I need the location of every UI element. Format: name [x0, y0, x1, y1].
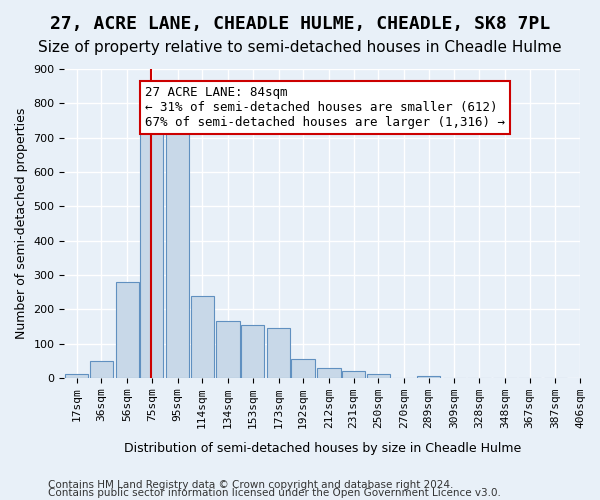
Bar	[267, 328, 290, 378]
Text: Size of property relative to semi-detached houses in Cheadle Hulme: Size of property relative to semi-detach…	[38, 40, 562, 55]
Bar	[317, 368, 341, 378]
Text: 27, ACRE LANE, CHEADLE HULME, CHEADLE, SK8 7PL: 27, ACRE LANE, CHEADLE HULME, CHEADLE, S…	[50, 15, 550, 33]
Bar	[65, 374, 88, 378]
Bar	[89, 360, 113, 378]
Bar	[140, 131, 163, 378]
Bar	[292, 359, 315, 378]
Bar	[367, 374, 390, 378]
Bar	[166, 131, 189, 378]
Bar	[241, 324, 265, 378]
Bar	[217, 322, 240, 378]
Text: Contains public sector information licensed under the Open Government Licence v3: Contains public sector information licen…	[48, 488, 501, 498]
X-axis label: Distribution of semi-detached houses by size in Cheadle Hulme: Distribution of semi-detached houses by …	[124, 442, 521, 455]
Text: 27 ACRE LANE: 84sqm
← 31% of semi-detached houses are smaller (612)
67% of semi-: 27 ACRE LANE: 84sqm ← 31% of semi-detach…	[145, 86, 505, 129]
Bar	[191, 296, 214, 378]
Y-axis label: Number of semi-detached properties: Number of semi-detached properties	[15, 108, 28, 339]
Text: Contains HM Land Registry data © Crown copyright and database right 2024.: Contains HM Land Registry data © Crown c…	[48, 480, 454, 490]
Bar	[342, 371, 365, 378]
Bar	[417, 376, 440, 378]
Bar	[116, 282, 139, 378]
